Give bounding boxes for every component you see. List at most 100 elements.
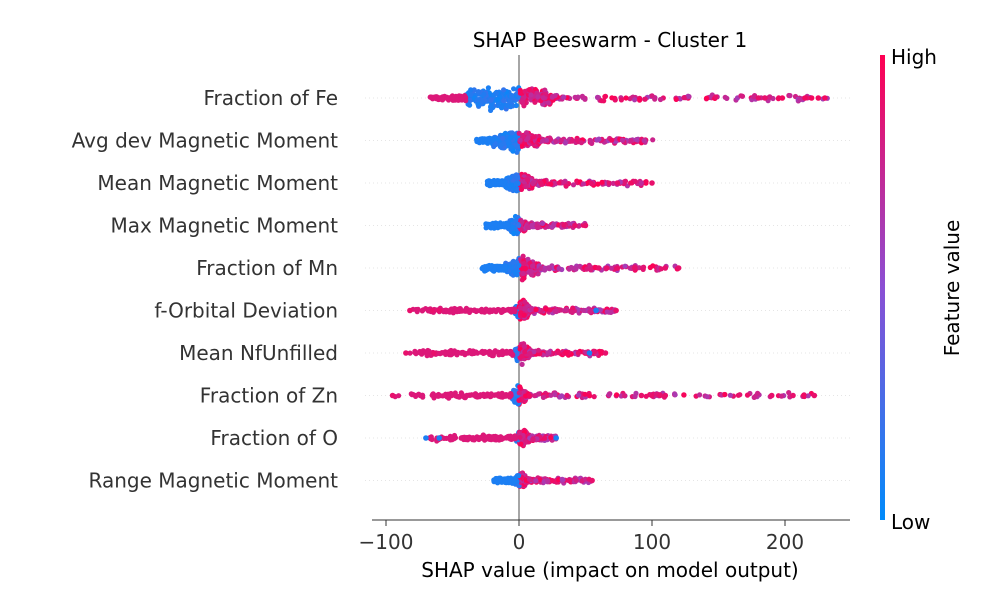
shap-point (518, 441, 524, 447)
shap-point (640, 266, 646, 272)
shap-point (598, 350, 604, 356)
shap-point (606, 180, 612, 186)
shap-point (521, 275, 527, 281)
shap-point (501, 98, 507, 104)
shap-point (588, 138, 594, 144)
shap-point (588, 180, 595, 186)
shap-outlier-point (593, 307, 599, 314)
shap-outlier-point (662, 392, 669, 399)
shap-point (444, 95, 450, 101)
shap-point (572, 94, 578, 100)
data-points (389, 85, 830, 490)
shap-point (599, 98, 605, 104)
shap-point (519, 353, 525, 359)
shap-point (563, 183, 569, 189)
shap-point (587, 393, 593, 399)
shap-point (607, 391, 613, 397)
shap-point (531, 134, 537, 140)
shap-point (561, 94, 567, 100)
feature-point-group (403, 341, 609, 367)
shap-point (559, 393, 565, 399)
shap-point (526, 393, 532, 399)
shap-point (755, 390, 761, 396)
shap-point (480, 392, 486, 399)
shap-point (502, 264, 508, 270)
shap-point (555, 350, 562, 356)
shap-point (479, 98, 485, 104)
shap-point (569, 138, 575, 144)
shap-point (511, 478, 517, 484)
shap-point (512, 270, 518, 276)
shap-point (535, 94, 541, 100)
shap-point (507, 175, 513, 181)
colorbar-low-label: Low (891, 510, 930, 534)
shap-point (460, 393, 466, 399)
x-tick-label: 0 (513, 530, 526, 554)
shap-point (618, 97, 625, 103)
shap-point (627, 96, 633, 102)
shap-point (672, 392, 678, 398)
shap-point (419, 308, 425, 314)
shap-point (778, 393, 785, 399)
shap-point (475, 89, 481, 95)
shap-point (522, 349, 528, 355)
shap-point (558, 137, 564, 143)
shap-point (543, 137, 550, 143)
shap-point (494, 478, 500, 485)
shap-point (697, 392, 703, 398)
shap-point (515, 175, 521, 181)
shap-point (641, 138, 647, 144)
shap-point (491, 180, 497, 186)
shap-point (519, 143, 525, 149)
shap-point (559, 476, 565, 482)
shap-point (509, 130, 515, 136)
shap-point (517, 305, 524, 311)
shap-point (536, 391, 542, 397)
shap-point (511, 230, 517, 237)
shap-point (685, 93, 691, 99)
feature-label: Fraction of O (210, 426, 338, 450)
shap-point (498, 351, 504, 357)
shap-point (739, 93, 745, 99)
shap-point (580, 307, 587, 313)
shap-point (459, 97, 465, 103)
feature-label: Max Magnetic Moment (111, 214, 339, 238)
shap-point (525, 177, 531, 183)
shap-point (579, 93, 586, 99)
shap-point (681, 95, 687, 101)
shap-point (520, 133, 526, 139)
shap-point (410, 391, 416, 398)
feature-point-group (479, 253, 682, 283)
shap-point (551, 221, 557, 227)
shap-point (539, 220, 546, 226)
shap-outlier-point (429, 307, 436, 314)
shap-point (542, 267, 548, 273)
shap-point (461, 308, 467, 314)
shap-point (472, 391, 478, 397)
shap-outlier-point (613, 307, 619, 314)
shap-point (588, 267, 594, 273)
shap-point (552, 392, 558, 398)
shap-point (446, 349, 452, 355)
x-axis-label: SHAP value (impact on model output) (421, 558, 798, 582)
shap-point (437, 351, 443, 357)
feature-point-group (491, 470, 595, 490)
shap-point (573, 477, 579, 483)
x-tick-label: 200 (766, 530, 804, 554)
feature-point-group (427, 85, 830, 113)
shap-point (628, 180, 634, 186)
shap-point (591, 394, 597, 400)
shap-point (451, 94, 457, 100)
shap-point (498, 308, 504, 314)
shap-point (473, 349, 479, 355)
shap-point (543, 306, 549, 312)
shap-point (650, 137, 656, 143)
shap-point (520, 253, 526, 259)
shap-point (513, 102, 519, 109)
shap-outlier-point (657, 392, 663, 399)
shap-point (513, 181, 519, 187)
shap-outlier-point (566, 477, 573, 484)
shap-point (751, 94, 757, 100)
shap-point (479, 306, 485, 312)
shap-point (493, 90, 499, 96)
